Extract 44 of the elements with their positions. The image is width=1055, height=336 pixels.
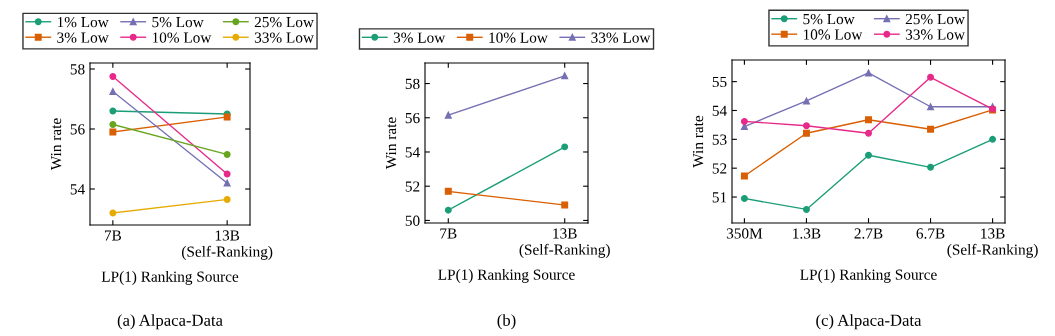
legend-label: 10% Low bbox=[152, 32, 212, 43]
x-tick-label: 7B bbox=[440, 228, 457, 239]
legend-label: 5% Low bbox=[152, 16, 204, 28]
legend-label: 3% Low bbox=[57, 32, 109, 43]
x-axis-title: LP(1) Ranking Source bbox=[800, 269, 937, 283]
y-tick-label: 58 bbox=[70, 64, 85, 75]
x-axis-title: LP(1) Ranking Source bbox=[438, 269, 575, 283]
y-tick-label: 50 bbox=[405, 215, 420, 226]
legend-label: 25% Low bbox=[905, 13, 965, 25]
x-tick-label: 13B (Self-Ranking) bbox=[181, 230, 273, 260]
y-tick-label: 54 bbox=[70, 184, 85, 195]
y-tick-label: 53 bbox=[712, 134, 727, 145]
x-axis-title: LP(1) Ranking Source bbox=[101, 271, 239, 285]
x-tick-label: 13B (Self-Ranking) bbox=[947, 228, 1038, 258]
x-tick-label: 13B (Self-Ranking) bbox=[519, 228, 610, 258]
x-tick-label: 2.7B bbox=[854, 228, 883, 239]
x-tick-label: 6.7B bbox=[916, 228, 945, 239]
text: (a) Alpaca-Data bbox=[117, 314, 223, 330]
text: (c) Alpaca-Data bbox=[816, 314, 922, 330]
y-tick-label: 54 bbox=[712, 105, 727, 116]
y-axis-title: Win rate bbox=[50, 118, 62, 171]
legend-label: 33% Low bbox=[591, 32, 651, 43]
x-tick-label: 7B bbox=[104, 230, 122, 241]
y-tick-label: 52 bbox=[405, 181, 420, 192]
legend-label: 25% Low bbox=[254, 16, 314, 28]
y-axis-title: Win rate bbox=[385, 117, 397, 170]
y-tick-label: 51 bbox=[712, 192, 727, 203]
legend-label: 10% Low bbox=[803, 29, 863, 40]
y-tick-label: 58 bbox=[405, 78, 420, 89]
y-tick-label: 56 bbox=[70, 124, 85, 135]
legend-label: 10% Low bbox=[489, 32, 548, 43]
x-tick-label: 1.3B bbox=[793, 228, 821, 239]
legend-label: 3% Low bbox=[393, 32, 446, 43]
y-tick-label: 55 bbox=[712, 76, 727, 88]
y-axis-title: Win rate bbox=[692, 115, 704, 168]
legend-label: 5% Low bbox=[803, 13, 855, 25]
y-tick-label: 56 bbox=[405, 112, 420, 124]
legend-label: 1% Low bbox=[57, 16, 109, 28]
y-tick-label: 52 bbox=[712, 163, 727, 174]
text: (b) bbox=[497, 314, 516, 330]
legend-label: 33% Low bbox=[254, 32, 314, 43]
legend-label: 33% Low bbox=[905, 29, 965, 40]
y-tick-label: 54 bbox=[405, 147, 420, 158]
x-tick-label: 350M bbox=[726, 228, 763, 239]
